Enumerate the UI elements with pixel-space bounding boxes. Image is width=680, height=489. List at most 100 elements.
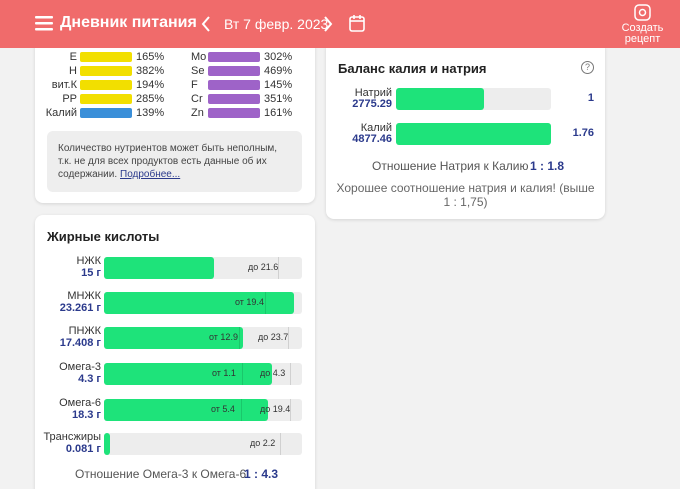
acid-amount: 23.261 г	[59, 302, 101, 314]
acid-marker: до 4.3	[260, 368, 286, 378]
nutrient-bar	[80, 52, 132, 62]
ratio-value: 1 : 4.3	[244, 467, 279, 481]
nutrient-bar	[208, 52, 260, 62]
acid-amount: 0.081 г	[65, 443, 101, 455]
nutrient-pct: 161%	[264, 107, 293, 119]
create-recipe[interactable]: рецепт	[624, 33, 661, 45]
calendar-icon[interactable]	[349, 15, 365, 32]
acid-name: ПНЖК	[68, 325, 101, 337]
nutrient-name: Se	[191, 65, 205, 77]
acid-marker-line	[290, 363, 291, 385]
acid-marker: до 21.6	[248, 262, 279, 272]
nutrient-bar	[80, 80, 132, 90]
acid-bar	[104, 257, 214, 279]
nutrient-name: Н	[69, 65, 77, 77]
card-title: Баланс калия и натрия	[338, 61, 487, 76]
acid-marker: от 5.4	[211, 404, 235, 414]
acid-amount: 17.408 г	[59, 337, 101, 349]
acid-bar	[104, 327, 243, 349]
date[interactable]: Вт 7 февр. 2023	[224, 16, 329, 32]
note-text: содержании.	[58, 169, 118, 180]
nutrient-bar	[80, 108, 132, 118]
acid-marker-line	[290, 399, 291, 421]
nutrient-name: Cr	[191, 93, 203, 105]
nutrient-name: Mo	[191, 51, 207, 63]
acid-marker-line	[265, 292, 266, 314]
balance-name: Калий	[360, 122, 392, 134]
prev-day[interactable]	[201, 16, 210, 32]
acid-marker-line	[242, 363, 243, 385]
acid-name: Трансжиры	[43, 431, 101, 443]
next-day[interactable]	[324, 16, 333, 32]
acid-name: МНЖК	[67, 290, 101, 302]
nutrient-name: Zn	[191, 107, 204, 119]
nutrient-pct: 139%	[136, 107, 165, 119]
balance-bar	[396, 88, 484, 110]
note-box	[47, 131, 302, 192]
card-title: Жирные кислоты	[47, 229, 160, 244]
balance-note: Хорошее соотношение натрия и калия! (выш…	[336, 181, 595, 195]
acid-marker-line	[280, 433, 281, 455]
acid-amount: 15 г	[81, 267, 101, 279]
nutrient-bar	[208, 108, 260, 118]
menu-icon[interactable]	[35, 16, 53, 31]
nutrient-pct: 351%	[264, 93, 293, 105]
acid-bar	[104, 292, 294, 314]
recipe-icon[interactable]	[634, 4, 651, 21]
note-text: т.к. не для всех продуктов есть данные о…	[58, 156, 267, 167]
acid-track	[104, 433, 302, 455]
nutrient-bar	[208, 94, 260, 104]
ratio-label: Отношение Омега-3 к Омега-6	[75, 467, 247, 481]
acid-name: НЖК	[76, 255, 101, 267]
note-link[interactable]: Подробнее...	[120, 169, 181, 180]
header-icons	[35, 4, 651, 32]
acid-marker-line	[288, 327, 289, 349]
create-recipe[interactable]: Создать	[621, 22, 664, 34]
acid-amount: 4.3 г	[78, 373, 101, 385]
acid-marker: от 19.4	[235, 297, 264, 307]
acid-name: Омега-6	[59, 397, 101, 409]
nutrient-pct: 165%	[136, 51, 165, 63]
acid-marker: до 19.4	[260, 404, 291, 414]
acid-marker-line	[278, 257, 279, 279]
ratio-label: Отношение Натрия к Калию	[372, 159, 529, 173]
nutrient-pct: 145%	[264, 79, 293, 91]
acid-amount: 18.3 г	[71, 409, 101, 421]
balance-ratio: 1	[587, 92, 594, 104]
nutrient-name: вит.К	[51, 79, 77, 91]
page-title: Дневник питания	[60, 14, 197, 31]
nutrient-bar	[208, 80, 260, 90]
balance-amount: 4877.46	[352, 133, 392, 145]
acid-marker: до 2.2	[250, 438, 276, 448]
balance-ratio: 1.76	[572, 127, 594, 139]
nutrient-pct: 194%	[136, 79, 165, 91]
acid-bar	[104, 363, 272, 385]
acid-name: Омега-3	[59, 361, 101, 373]
acid-marker: до 23.7	[258, 332, 289, 342]
nutrient-name: РР	[62, 93, 77, 105]
balance-amount: 2775.29	[352, 98, 392, 110]
nutrient-name: F	[191, 79, 198, 91]
balance-note: 1 : 1,75)	[443, 195, 488, 209]
help-icon[interactable]: ?	[581, 61, 594, 74]
nutrient-name: E	[69, 51, 77, 63]
nutrient-bar	[80, 94, 132, 104]
nutrient-pct: 302%	[264, 51, 293, 63]
acid-marker-line	[239, 327, 240, 349]
nutrient-name: Калий	[45, 107, 77, 119]
ratio-value: 1 : 1.8	[530, 159, 565, 173]
acid-marker-line	[241, 399, 242, 421]
acid-bar	[104, 399, 268, 421]
nutrient-pct: 285%	[136, 93, 165, 105]
balance-bar	[396, 123, 551, 145]
acid-marker: от 1.1	[212, 368, 236, 378]
nutrient-pct: 469%	[264, 65, 293, 77]
acid-marker: от 12.9	[209, 332, 238, 342]
nutrient-bar	[80, 66, 132, 76]
note-text: Количество нутриентов может быть неполны…	[58, 143, 278, 154]
balance-name: Натрий	[354, 87, 392, 99]
header	[0, 0, 680, 48]
